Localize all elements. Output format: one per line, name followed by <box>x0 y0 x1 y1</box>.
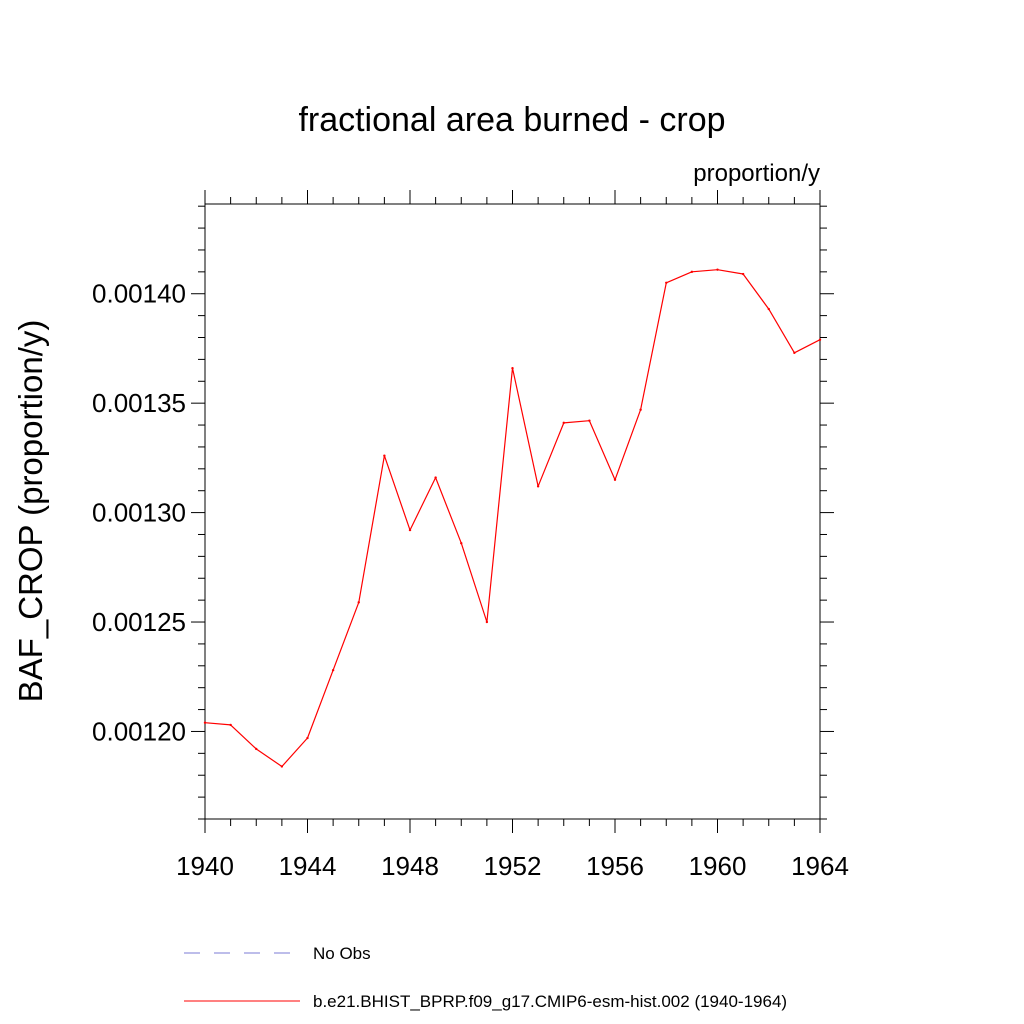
plot-frame <box>204 203 821 820</box>
data-point <box>511 366 514 370</box>
legend: No Obs b.e21.BHIST_BPRP.f09_g17.CMIP6-esm… <box>184 944 787 1011</box>
x-tick-label: 1960 <box>689 851 747 881</box>
x-tick-label: 1952 <box>484 851 542 881</box>
y-tick-label: 0.00125 <box>92 607 186 637</box>
data-point <box>588 419 591 422</box>
legend-label: No Obs <box>313 944 371 963</box>
y-tick-label: 0.00135 <box>92 388 186 418</box>
data-point <box>741 272 745 276</box>
y-tick-label: 0.00120 <box>92 716 186 746</box>
data-point <box>818 338 822 341</box>
y-axis-label: BAF_CROP (proportion/y) <box>12 320 49 703</box>
data-point <box>613 478 617 481</box>
data-point <box>460 542 463 545</box>
data-point <box>434 476 437 479</box>
data-point <box>665 281 668 284</box>
x-tick-label: 1940 <box>176 851 234 881</box>
x-tick-label: 1944 <box>279 851 337 881</box>
y-tick-label: 0.00130 <box>92 498 186 528</box>
data-point <box>485 620 489 624</box>
data-point <box>229 723 232 727</box>
series-lines <box>203 268 822 768</box>
data-point <box>562 421 565 425</box>
x-tick-label: 1948 <box>381 851 439 881</box>
data-point <box>306 736 309 740</box>
axis-ticks <box>191 190 834 833</box>
axis-tick-labels: 1940 1944 1948 1952 1956 1960 1964 0.00120 0.001… <box>92 279 849 881</box>
data-point <box>280 765 284 768</box>
data-point <box>767 307 770 311</box>
data-point <box>716 268 719 271</box>
data-point <box>408 528 412 532</box>
y-tick-label: 0.00140 <box>92 279 186 309</box>
data-point <box>255 747 258 751</box>
x-tick-label: 1964 <box>791 851 849 881</box>
data-point <box>383 454 386 457</box>
chart-title: fractional area burned - crop <box>298 101 725 139</box>
data-point <box>203 721 207 724</box>
data-point <box>690 270 694 274</box>
series-line <box>204 269 821 768</box>
legend-label: b.e21.BHIST_BPRP.f09_g17.CMIP6-esm-hist.… <box>313 992 787 1011</box>
data-point <box>536 485 540 488</box>
x-tick-label: 1956 <box>586 851 644 881</box>
data-point <box>331 668 335 672</box>
data-point <box>639 408 642 411</box>
data-point <box>357 601 360 604</box>
data-point <box>793 351 796 355</box>
units-label: proportion/y <box>693 160 820 187</box>
